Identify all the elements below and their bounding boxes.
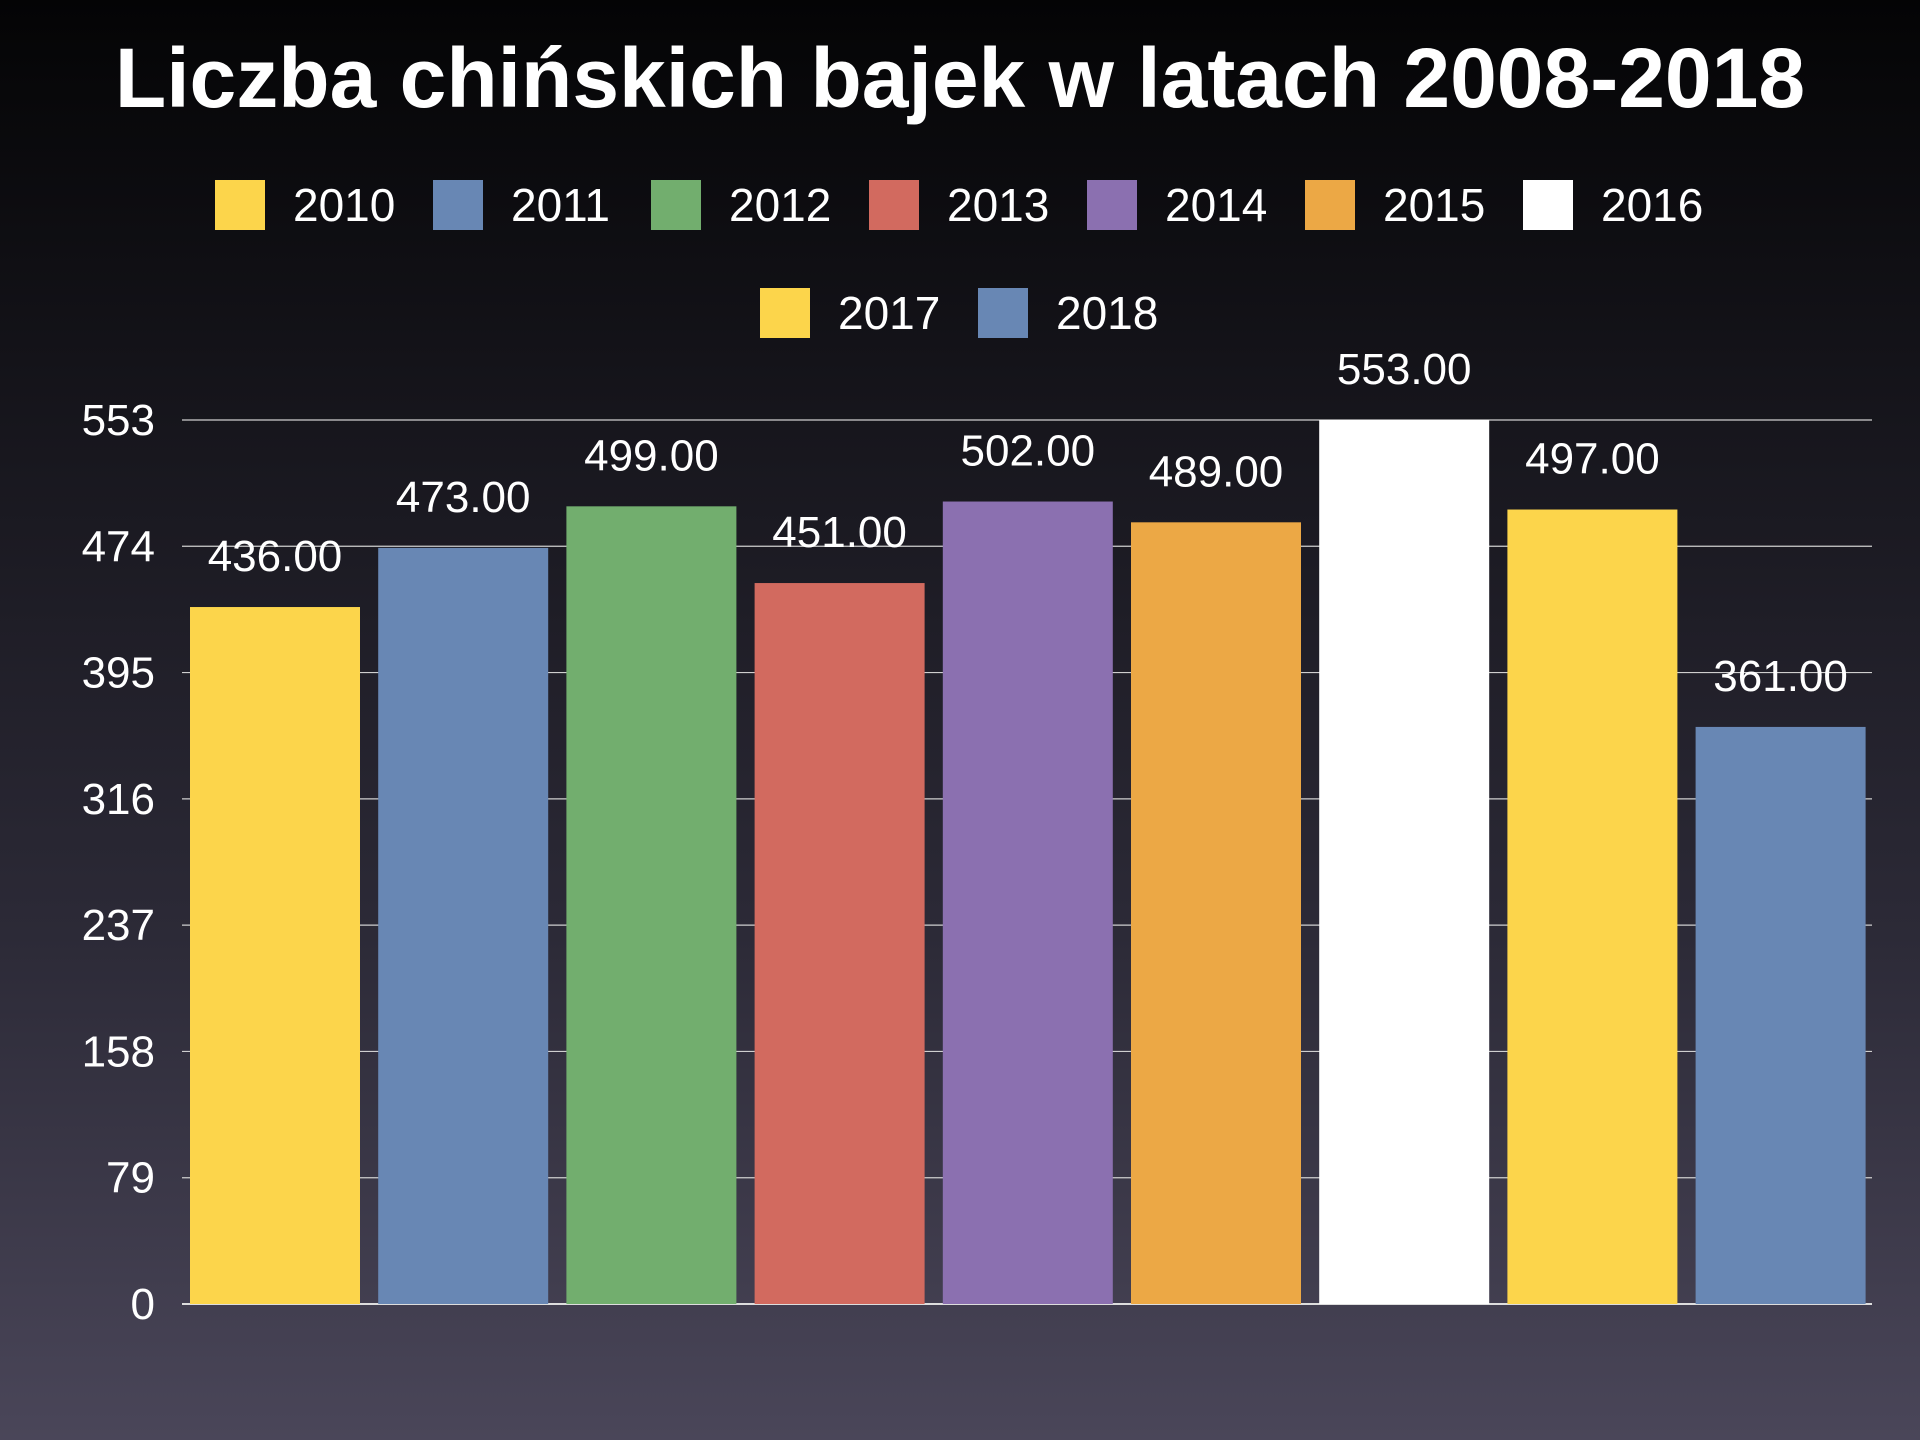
y-tick-label: 237	[82, 901, 155, 950]
bar-2015	[1131, 522, 1301, 1304]
data-label-2017: 497.00	[1525, 435, 1660, 484]
legend-label: 2012	[729, 179, 832, 231]
legend-swatch	[651, 180, 701, 230]
legend-label: 2017	[838, 287, 941, 339]
legend-continued: 2017 2018	[0, 286, 1920, 340]
legend-item: 2014	[1087, 178, 1269, 232]
chart-title: Liczba chińskich bajek w latach 2008-201…	[114, 31, 1806, 125]
data-label-2014: 502.00	[961, 427, 1096, 476]
bar-2018	[1695, 726, 1866, 1304]
legend-item: 2010	[215, 178, 397, 232]
data-label-2011: 473.00	[396, 473, 531, 522]
data-label-2010: 436.00	[208, 532, 343, 581]
bar-2016	[1319, 420, 1490, 1304]
legend-label: 2015	[1383, 179, 1486, 231]
legend-swatch	[760, 288, 810, 338]
bar-2013	[754, 583, 925, 1304]
y-tick-label: 553	[82, 396, 155, 445]
bar-2012	[566, 506, 737, 1304]
legend-item: 2015	[1305, 178, 1487, 232]
legend-swatch	[433, 180, 483, 230]
y-tick-label: 0	[131, 1280, 155, 1329]
legend-label: 2014	[1165, 179, 1268, 231]
bar-2017	[1507, 509, 1678, 1304]
legend-swatch	[1087, 180, 1137, 230]
legend-swatch	[978, 288, 1028, 338]
data-label-2018: 361.00	[1713, 652, 1848, 701]
y-tick-label: 158	[82, 1027, 155, 1076]
legend-item: 2018	[978, 286, 1160, 340]
data-label-2016: 553.00	[1337, 345, 1472, 394]
y-tick-label: 316	[82, 775, 155, 824]
legend-label: 2018	[1056, 287, 1159, 339]
legend-label: 2011	[511, 179, 610, 231]
legend-label: 2010	[293, 179, 396, 231]
bar-2010	[190, 607, 360, 1304]
data-labels: 436.00 473.00 499.00 451.00 502.00 489.00 553.…	[208, 345, 1848, 701]
legend: 2010 2011 2012 2013 2014 2015 2016	[0, 178, 1920, 232]
legend-item: 2017	[760, 286, 942, 340]
data-label-2013: 451.00	[772, 508, 907, 557]
legend-swatch	[869, 180, 919, 230]
y-tick-label: 395	[82, 649, 155, 698]
y-tick-label: 79	[106, 1154, 155, 1203]
y-axis-ticks: 0 79 158 237 316 395 474 553	[82, 396, 155, 1329]
legend-swatch	[1523, 180, 1573, 230]
data-label-2015: 489.00	[1149, 447, 1284, 496]
legend-label: 2013	[947, 179, 1050, 231]
y-tick-label: 474	[82, 522, 155, 571]
legend-item: 2012	[651, 178, 833, 232]
bar-2011	[378, 547, 549, 1304]
bar-2014	[942, 501, 1113, 1304]
legend-swatch	[215, 180, 265, 230]
data-label-2012: 499.00	[584, 431, 719, 480]
legend-label: 2016	[1601, 179, 1704, 231]
bars	[190, 420, 1866, 1304]
legend-swatch	[1305, 180, 1355, 230]
legend-item: 2013	[869, 178, 1051, 232]
legend-item: 2016	[1523, 178, 1705, 232]
legend-item: 2011	[433, 178, 615, 232]
